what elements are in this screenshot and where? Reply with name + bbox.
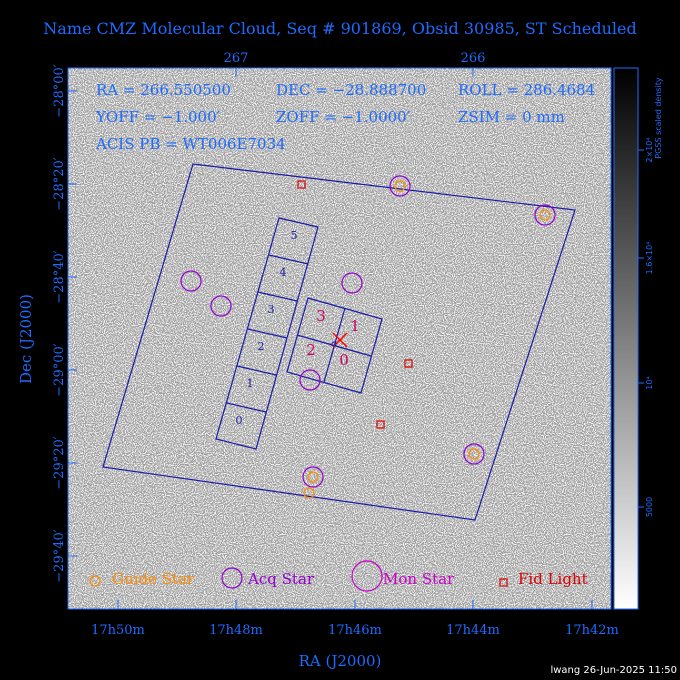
field-of-view-box <box>102 163 576 521</box>
acis-s-chip-label: 2 <box>258 340 265 353</box>
dec-tick-label: −28°40′ <box>52 250 67 303</box>
guide-stars <box>303 180 551 499</box>
fid-lights <box>297 180 413 429</box>
footer-timestamp: lwang 26-Jun-2025 11:50 <box>550 665 677 676</box>
acq-star-marker <box>534 204 556 226</box>
ra-tick-label: 17h48m <box>209 623 263 638</box>
dec-tick-label: −28°20′ <box>52 157 67 210</box>
acq-star-marker <box>389 175 411 197</box>
acis-s-chip-label: 0 <box>236 414 243 427</box>
param-acis: ACIS PB = WT006E7034 <box>95 135 286 153</box>
axis-ticks <box>68 68 593 609</box>
ra-tick-label: 17h50m <box>91 623 145 638</box>
top-tick-label: 266 <box>461 51 486 66</box>
acis-i-chip-label: 1 <box>350 317 360 335</box>
acq-star-marker <box>210 295 232 317</box>
acq-star-marker <box>463 443 485 465</box>
guide-star-marker <box>539 209 551 221</box>
legend-acq-star-symbol <box>221 567 243 589</box>
param-dec: DEC = −28.888700 <box>276 81 426 99</box>
aimpoint-center <box>331 341 337 347</box>
dec-tick-label: −29°00′ <box>52 343 67 396</box>
legend-fid-light-label: Fid Light <box>518 570 588 588</box>
legend-acq-star-label: Acq Star <box>247 570 315 588</box>
fid-light-marker <box>404 359 413 368</box>
dec-tick-label: −28°00′ <box>52 64 67 117</box>
fid-light-marker <box>376 420 385 429</box>
acq-star-marker <box>302 466 324 488</box>
guide-star-marker <box>307 471 319 483</box>
colorbar-tick-label: 5000 <box>645 497 654 517</box>
acis-s-array <box>215 217 319 450</box>
legend-fid-light-symbol <box>499 578 508 587</box>
legend-mon-star-symbol <box>351 560 383 592</box>
colorbar-tick-label: 1.6×10⁴ <box>645 242 654 275</box>
ra-tick-label: 17h46m <box>328 623 382 638</box>
ra-tick-label: 17h44m <box>446 623 500 638</box>
colorbar-tick-label: 10⁴ <box>645 376 654 389</box>
colorbar: PGSS scaled density 2×10⁴ 1.6×10⁴ 10⁴ 50… <box>613 67 663 610</box>
guide-star-marker <box>468 448 480 460</box>
acis-s-chip-label: 5 <box>291 229 298 242</box>
legend-mon-star-label: Mon Star <box>383 570 455 588</box>
guide-star-marker <box>303 487 315 499</box>
param-zsim: ZSIM = 0 mm <box>458 108 565 126</box>
dec-tick-label: −29°20′ <box>52 436 67 489</box>
fid-light-marker <box>297 180 306 189</box>
acq-stars <box>180 175 556 488</box>
legend: Guide Star Acq Star Mon Star Fid Light <box>89 560 588 592</box>
aimpoint-marker <box>332 332 348 348</box>
colorbar-title: PGSS scaled density <box>654 77 663 159</box>
param-zoff: ZOFF = −1.0000′ <box>276 108 411 126</box>
acq-star-marker <box>341 272 363 294</box>
top-tick-label: 267 <box>224 51 249 66</box>
x-axis-label: RA (J2000) <box>299 652 382 670</box>
legend-guide-star-symbol <box>89 575 101 587</box>
acis-i-chip-label: 0 <box>339 351 349 369</box>
dec-tick-label: −29°40′ <box>52 529 67 582</box>
ra-tick-label: 17h42m <box>565 623 619 638</box>
acis-i-chip-label: 2 <box>306 341 316 359</box>
acq-star-marker <box>299 369 321 391</box>
acis-s-chip-label: 3 <box>268 303 275 316</box>
param-yoff: YOFF = −1.000′ <box>95 108 221 126</box>
y-axis-label: Dec (J2000) <box>17 294 35 384</box>
acis-i-chip-label: 3 <box>316 307 326 325</box>
param-roll: ROLL = 286.4684 <box>458 81 595 99</box>
acis-s-chip-label: 4 <box>280 266 287 279</box>
acis-s-chip-label: 1 <box>247 377 254 390</box>
legend-guide-star-label: Guide Star <box>112 570 195 588</box>
observation-parameters: RA = 266.550500 DEC = −28.888700 ROLL = … <box>95 81 595 153</box>
param-ra: RA = 266.550500 <box>96 81 231 99</box>
colorbar-tick-label: 2×10⁴ <box>645 137 654 162</box>
acq-star-marker <box>180 270 202 292</box>
plot-title: Name CMZ Molecular Cloud, Seq # 901869, … <box>43 19 636 38</box>
guide-star-marker <box>394 180 406 192</box>
